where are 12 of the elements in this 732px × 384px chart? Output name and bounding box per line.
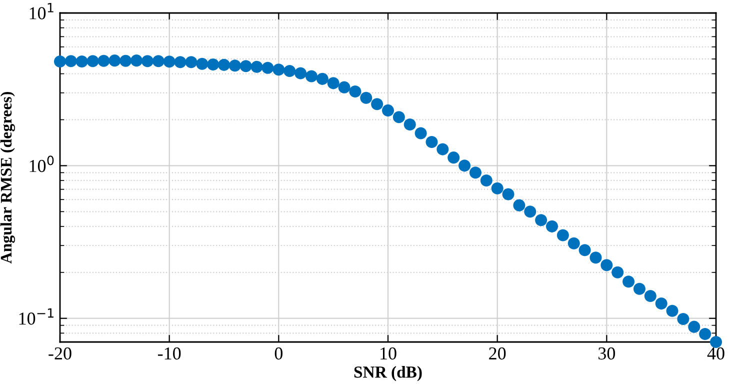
x-tick-label: 10 (380, 347, 396, 360)
x-tick-label: 30 (598, 347, 616, 360)
y-tick-label: 10$^{0}$ (30, 156, 54, 172)
x-tick-label: 0 (274, 347, 282, 360)
y-tick-label: 10$^{1}$ (30, 3, 54, 20)
y-tick-label: 10$^{−1}$ (19, 308, 54, 325)
x-axis-title: SNR (dB) (354, 366, 422, 382)
x-tick-label: -10 (158, 347, 181, 360)
x-tick-label: 20 (489, 347, 506, 360)
x-tick-label: 40 (707, 347, 724, 360)
y-axis-title: Angular RMSE (degrees) (0, 92, 15, 264)
x-tick-label: -20 (48, 347, 72, 360)
